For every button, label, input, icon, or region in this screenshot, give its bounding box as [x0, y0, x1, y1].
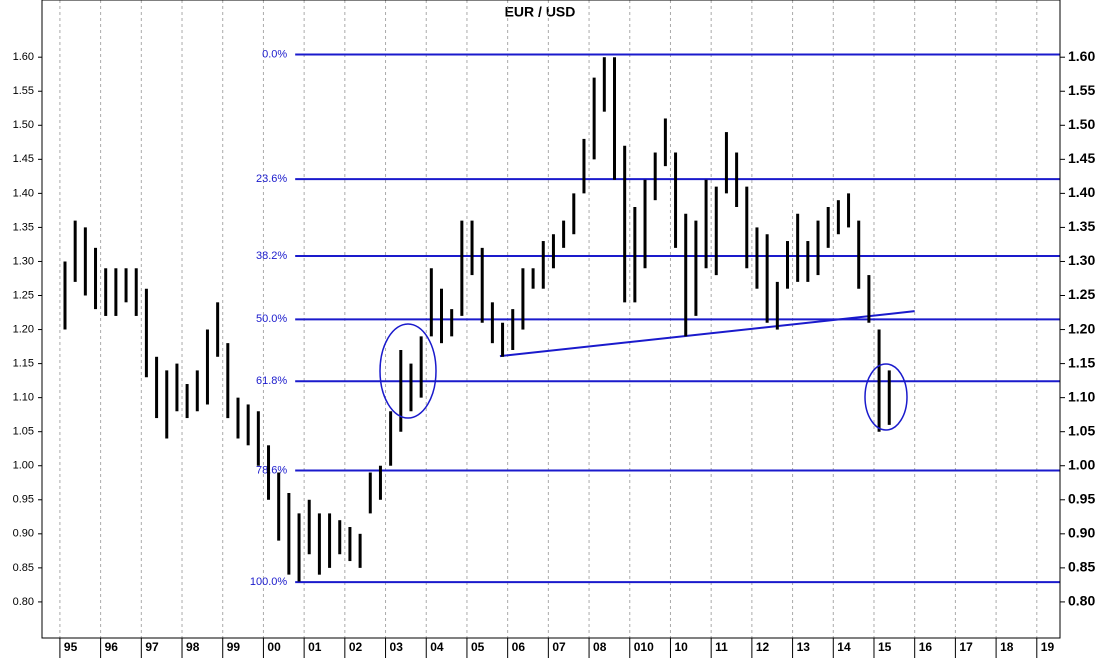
- x-tick-label: 04: [430, 640, 444, 654]
- y2-tick-label: 1.25: [1068, 286, 1095, 302]
- y2-tick-label: 1.00: [1068, 456, 1095, 472]
- y-tick-label: 1.15: [13, 358, 34, 370]
- y2-tick-label: 1.50: [1068, 116, 1095, 132]
- fib-label: 23.6%: [256, 173, 287, 185]
- x-tick-label: 02: [349, 640, 363, 654]
- x-tick-label: 05: [471, 640, 485, 654]
- y-tick-label: 1.20: [13, 323, 34, 335]
- y-tick-label: 1.05: [13, 426, 34, 438]
- x-tick-label: 16: [919, 640, 933, 654]
- bars-layer: [63, 57, 891, 582]
- y2-tick-label: 0.95: [1068, 490, 1095, 506]
- y2-tick-label: 1.60: [1068, 48, 1095, 64]
- y-tick-label: 1.10: [13, 392, 34, 404]
- y2-tick-label: 0.85: [1068, 559, 1095, 575]
- y-tick-label: 1.00: [13, 460, 34, 472]
- y2-tick-label: 1.05: [1068, 422, 1095, 438]
- y2-tick-label: 1.30: [1068, 252, 1095, 268]
- x-tick-label: 07: [552, 640, 566, 654]
- x-tick-label: 010: [634, 640, 654, 654]
- y2-tick-label: 1.10: [1068, 388, 1095, 404]
- x-tick-label: 08: [593, 640, 607, 654]
- y-tick-label: 0.80: [13, 596, 34, 608]
- x-tick-label: 19: [1041, 640, 1055, 654]
- y-tick-label: 1.50: [13, 119, 34, 131]
- y-tick-label: 1.60: [13, 51, 34, 63]
- y-tick-label: 0.90: [13, 528, 34, 540]
- y-tick-label: 1.30: [13, 255, 34, 267]
- x-tick-label: 03: [390, 640, 404, 654]
- x-tick-label: 14: [837, 640, 851, 654]
- axes-layer: 95 96 97 98 99 00 01 02 03 04 05 06 07 08 010 10 11 12 13 1…: [13, 0, 1095, 658]
- fib-label: 50.0%: [256, 313, 287, 325]
- fib-label: 100.0%: [250, 576, 288, 588]
- y-tick-label: 1.35: [13, 221, 34, 233]
- y2-tick-label: 1.55: [1068, 82, 1095, 98]
- fib-label: 38.2%: [256, 250, 287, 262]
- x-tick-label: 18: [1000, 640, 1014, 654]
- x-tick-label: 00: [267, 640, 281, 654]
- y2-tick-label: 1.15: [1068, 354, 1095, 370]
- x-tick-label: 01: [308, 640, 322, 654]
- x-tick-label: 95: [64, 640, 78, 654]
- y2-tick-label: 0.90: [1068, 525, 1095, 541]
- y-tick-label: 1.40: [13, 187, 34, 199]
- x-tick-label: 97: [145, 640, 159, 654]
- highlight-ellipse: [379, 323, 437, 419]
- y-tick-label: 1.25: [13, 289, 34, 301]
- x-tick-label: 98: [186, 640, 200, 654]
- x-tick-label: 96: [105, 640, 119, 654]
- x-tick-label: 12: [756, 640, 770, 654]
- y-tick-label: 1.55: [13, 85, 34, 97]
- x-tick-label: 10: [674, 640, 688, 654]
- chart-title: EUR / USD: [505, 4, 576, 20]
- x-tick-label: 11: [715, 640, 728, 654]
- y2-tick-label: 0.80: [1068, 593, 1095, 609]
- x-tick-label: 13: [797, 640, 811, 654]
- y2-tick-label: 1.45: [1068, 150, 1095, 166]
- fib-layer: 0.0% 23.6% 38.2% 50.0% 61.8% 78.6% 100.0%: [250, 48, 1060, 588]
- fib-label: 0.0%: [262, 48, 287, 60]
- fib-label: 78.6%: [256, 464, 287, 476]
- x-tick-label: 17: [959, 640, 973, 654]
- x-tick-label: 06: [512, 640, 526, 654]
- highlight-ellipse: [864, 363, 908, 431]
- annotation-layer: [379, 323, 908, 431]
- fib-label: 61.8%: [256, 375, 287, 387]
- y-tick-label: 0.95: [13, 494, 34, 506]
- y-tick-label: 0.85: [13, 562, 34, 574]
- trend-line: [499, 310, 915, 358]
- plot-frame: [41, 0, 1061, 639]
- x-tick-label: 99: [227, 640, 241, 654]
- y2-tick-label: 1.35: [1068, 218, 1095, 234]
- y2-tick-label: 1.40: [1068, 184, 1095, 200]
- y-tick-label: 1.45: [13, 153, 34, 165]
- x-tick-label: 15: [878, 640, 892, 654]
- y2-tick-label: 1.20: [1068, 320, 1095, 336]
